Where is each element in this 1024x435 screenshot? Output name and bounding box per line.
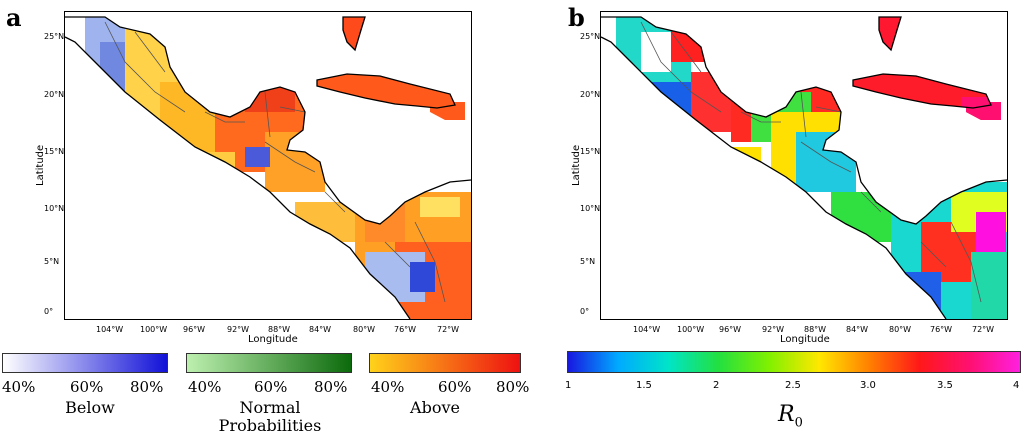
- panel-a-xlabel: Longitude: [248, 334, 298, 345]
- panel-a-xtick: 80°W: [353, 325, 376, 334]
- panel-a-xtick: 96°W: [183, 325, 206, 334]
- panel-b-xtick: 88°W: [804, 325, 827, 334]
- above-tick: 60%: [438, 378, 472, 396]
- panel-b-ytick: 5°N: [580, 257, 596, 266]
- panel-b-xtick: 76°W: [930, 325, 953, 334]
- normal-probabilities-label: Normal Probabilities: [218, 398, 322, 435]
- panel-a-letter: a: [6, 3, 22, 32]
- panel-b-ytick: 10°N: [580, 204, 601, 213]
- panel-a-xtick: 72°W: [437, 325, 460, 334]
- panel-b-ytick: 20°N: [580, 90, 601, 99]
- r0-tick: 3.0: [860, 380, 876, 391]
- panel-b-xlabel: Longitude: [780, 334, 830, 345]
- panel-a-xtick: 104°W: [96, 325, 124, 334]
- r0-symbol: R: [778, 402, 795, 427]
- panel-a-ytick: 25°N: [44, 32, 65, 41]
- panel-b-ytick: 0°: [580, 307, 590, 316]
- below-label: Below: [65, 398, 115, 417]
- r0-tick: 2: [713, 380, 720, 391]
- panel-b-xtick: 92°W: [762, 325, 785, 334]
- r0-tick: 3.5: [937, 380, 953, 391]
- below-tick: 40%: [2, 378, 36, 396]
- panel-a-ytick: 15°N: [44, 147, 65, 156]
- panel-a-ytick: 5°N: [44, 257, 60, 266]
- above-tick: 40%: [371, 378, 405, 396]
- panel-b-xtick: 72°W: [972, 325, 995, 334]
- panel-a-xtick: 84°W: [309, 325, 332, 334]
- panel-a-xtick: 88°W: [268, 325, 291, 334]
- panel-b-letter: b: [568, 3, 585, 32]
- r0-tick: 1.5: [636, 380, 652, 391]
- r0-subscript: 0: [794, 415, 803, 431]
- r0-tick: 1: [565, 380, 572, 391]
- panel-b-xtick: 104°W: [633, 325, 661, 334]
- r0-label: R0: [778, 404, 803, 434]
- panel-b-xtick: 84°W: [846, 325, 869, 334]
- r0-colorbar: [567, 351, 1021, 373]
- above-label: Above: [410, 398, 460, 417]
- panel-a-xtick: 76°W: [394, 325, 417, 334]
- panel-a-ytick: 10°N: [44, 204, 65, 213]
- normal-tick: 60%: [254, 378, 288, 396]
- panel-b-ytick: 15°N: [580, 147, 601, 156]
- panel-b-xtick: 80°W: [889, 325, 912, 334]
- map-panel-b-canvas: [601, 16, 1007, 319]
- panel-a-ytick: 0°: [44, 307, 54, 316]
- below-tick: 80%: [130, 378, 164, 396]
- map-panel-b: [600, 11, 1008, 320]
- normal-tick: 40%: [188, 378, 222, 396]
- panel-a-xtick: 100°W: [140, 325, 168, 334]
- r0-tick: 4: [1013, 380, 1020, 391]
- panel-a-xtick: 92°W: [227, 325, 250, 334]
- map-panel-a: [64, 11, 472, 320]
- normal-colorbar: [186, 353, 352, 373]
- panel-b-xtick: 96°W: [719, 325, 742, 334]
- normal-tick: 80%: [314, 378, 348, 396]
- below-tick: 60%: [70, 378, 104, 396]
- r0-tick: 2.5: [785, 380, 801, 391]
- above-tick: 80%: [496, 378, 530, 396]
- panel-b-ytick: 25°N: [580, 32, 601, 41]
- below-colorbar: [2, 353, 168, 373]
- map-panel-a-canvas: [65, 16, 471, 319]
- panel-b-xtick: 100°W: [677, 325, 705, 334]
- above-colorbar: [369, 353, 521, 373]
- panel-a-ytick: 20°N: [44, 90, 65, 99]
